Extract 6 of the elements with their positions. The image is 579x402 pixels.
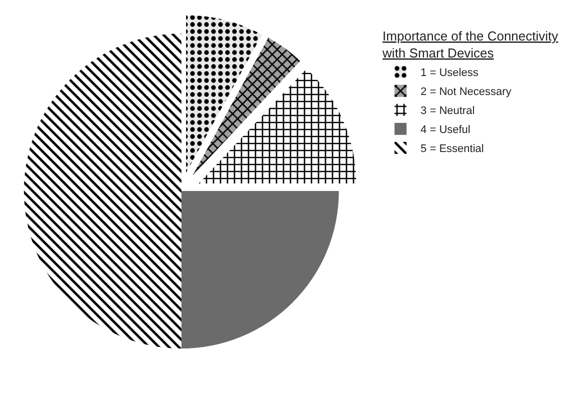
legend-label: 4 = Useful — [420, 124, 470, 136]
legend-title: Importance of the Connectivity with Smart Devices — [382, 28, 559, 60]
legend-label: 5 = Essential — [420, 143, 484, 156]
legend-label: 3 = Neutral — [420, 105, 475, 118]
legend-label: 1 = Useless — [420, 67, 479, 80]
legend-label: 2 = Not Necessary — [420, 86, 512, 98]
